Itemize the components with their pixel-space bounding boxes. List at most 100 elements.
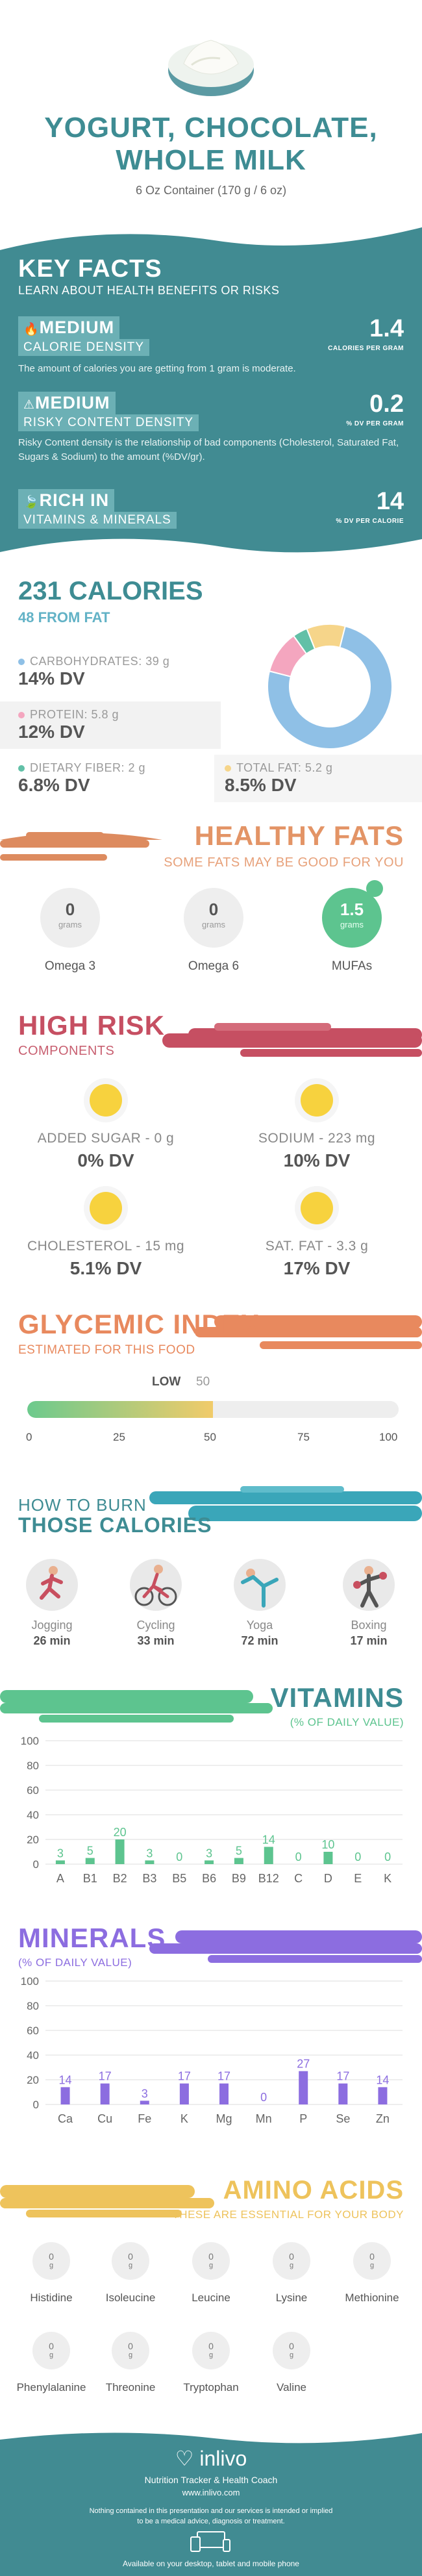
y-tick-label: 80 [27,1760,39,1772]
burn-title-line2: THOSE CALORIES [18,1513,212,1537]
minerals-title: MINERALS [18,1923,166,1953]
phenylalanine-label: Phenylalanine [16,2381,86,2393]
vitamins-minerals-label: VITAMINS & MINERALS [18,512,177,529]
calorie-density-level: 🔥MEDIUM [18,316,120,339]
jogging-label: Jogging [31,1619,73,1632]
fat-row: TOTAL FAT: 5.2 g 8.5% DV [214,755,422,802]
omega6-unit: grams [201,920,226,929]
added-sugar-dv: 0% DV [77,1150,134,1170]
healthy-fats-title: HEALTHY FATS [194,820,404,851]
x-tick-mg: Mg [216,2112,232,2125]
glycemic-tick-100: 100 [379,1431,398,1443]
phenylalanine-value: 0 [49,2341,54,2351]
high-risk-title: HIGH RISK [18,1010,166,1041]
bar-value-b1: 5 [87,1845,93,1858]
carbs-row: CARBOHYDRATES: 39 g 14% DV [0,648,221,696]
glycemic-fill [27,1401,213,1418]
devices-icon [188,2531,234,2553]
glycemic-section: GLYCEMIC INDEX ESTIMATED FOR THIS FOOD L… [0,1302,422,1452]
bar-k [179,2083,189,2104]
mufa-value: 1.5 [340,900,364,919]
calorie-density-value: 1.4 [369,315,404,342]
phenylalanine-unit: g [49,2351,54,2359]
bar-se [338,2083,348,2104]
bar-value-fe: 3 [142,2087,148,2100]
vitamins-title: VITAMINS [270,1682,404,1713]
fiber-label: DIETARY FIBER: 2 g [30,761,146,774]
cholesterol-dv: 5.1% DV [69,1258,142,1278]
vitamins-bar-chart: 0204060801003A5B120B23B30B53B65B914B120C… [21,1735,403,1885]
glycemic-subtitle: ESTIMATED FOR THIS FOOD [18,1343,195,1357]
omega3-circle: 0 grams [40,888,100,948]
added-sugar-smiley-icon [90,1084,122,1117]
inlivo-logo[interactable]: ♡ inlivo [0,2446,422,2471]
bar-value-a: 3 [57,1847,64,1860]
fiber-row: DIETARY FIBER: 2 g 6.8% DV [0,755,201,802]
calorie-density-note: The amount of calories you are getting f… [18,363,296,374]
calorie-density-unit: CALORIES PER GRAM [328,345,404,352]
isoleucine-value: 0 [128,2251,133,2262]
y-tick-label: 60 [27,1784,39,1797]
high-risk-section: HIGH RISK COMPONENTS ADDED SUGAR - 0 g 0… [0,1004,422,1278]
bar-fe [140,2101,149,2104]
bar-b9 [234,1858,243,1864]
yogurt-bowl-image [166,31,256,96]
calorie-density-label: CALORIE DENSITY [18,339,150,356]
omega6-value: 0 [208,900,219,919]
yoga-label: Yoga [246,1619,273,1632]
bar-b3 [145,1860,155,1864]
lysine-label: Lysine [275,2292,308,2304]
bar-value-b12: 14 [262,1833,275,1846]
amino-subtitle: THESE ARE ESSENTIAL FOR YOUR BODY [172,2208,404,2221]
histidine-value: 0 [49,2251,54,2262]
bar-value-k: 17 [178,2070,191,2083]
bar-value-k: 0 [384,1850,391,1863]
amino-section: AMINO ACIDS THESE ARE ESSENTIAL FOR YOUR… [0,2176,422,2423]
leucine-unit: g [208,2262,214,2269]
methionine-label: Methionine [345,2292,399,2304]
vitamins-subtitle: (% OF DAILY VALUE) [290,1716,404,1728]
glycemic-title: GLYCEMIC INDEX [18,1309,260,1339]
x-tick-zn: Zn [376,2112,390,2125]
carbs-dot [18,659,25,665]
fat-dot [225,765,231,772]
key-facts-subtitle: LEARN ABOUT HEALTH BENEFITS OR RISKS [18,284,280,297]
food-title-line2: WHOLE MILK [116,144,306,176]
protein-label: PROTEIN: 5.8 g [30,708,119,721]
bar-ca [60,2087,70,2104]
sat-fat-smiley-icon [301,1192,333,1224]
calories-from-fat: 48 FROM FAT [18,609,110,625]
boxing-min: 17 min [350,1634,388,1647]
bar-b1 [85,1858,95,1864]
glycemic-tick-75: 75 [297,1431,310,1443]
histidine-unit: g [49,2262,54,2269]
tryptophan-label: Tryptophan [183,2381,239,2393]
brand-name: inlivo [199,2447,247,2470]
y-tick-label: 100 [21,1735,39,1747]
sodium-smiley-icon [301,1084,333,1117]
amino-title: AMINO ACIDS [223,2176,404,2204]
y-tick-label: 40 [27,1809,39,1821]
bar-mg [219,2083,229,2104]
tryptophan-value: 0 [208,2341,214,2351]
calories-section: 231 CALORIES 48 FROM FAT CARBOHYDRATES: … [0,572,422,805]
yoga-min: 72 min [241,1634,279,1647]
added-sugar-label: ADDED SUGAR - 0 g [37,1131,175,1146]
threonine-label: Threonine [105,2381,156,2393]
x-tick-b6: B6 [202,1872,216,1885]
bar-value-mg: 17 [217,2070,230,2083]
footer-site-link[interactable]: www.inlivo.com [182,2488,240,2497]
cycling-label: Cycling [136,1619,175,1632]
bar-value-p: 27 [297,2058,310,2071]
cholesterol-smiley-icon [90,1192,122,1224]
risky-density-level: ⚠MEDIUM [18,392,116,414]
bar-value-mn: 0 [260,2091,267,2104]
bar-value-zn: 14 [376,2073,389,2086]
omega3-value: 0 [65,900,75,919]
burn-title-line1: HOW TO BURN [18,1495,147,1515]
x-tick-cu: Cu [97,2112,112,2125]
bar-value-b3: 3 [146,1847,153,1860]
bar-value-ca: 14 [59,2073,72,2086]
x-tick-a: A [56,1872,64,1885]
